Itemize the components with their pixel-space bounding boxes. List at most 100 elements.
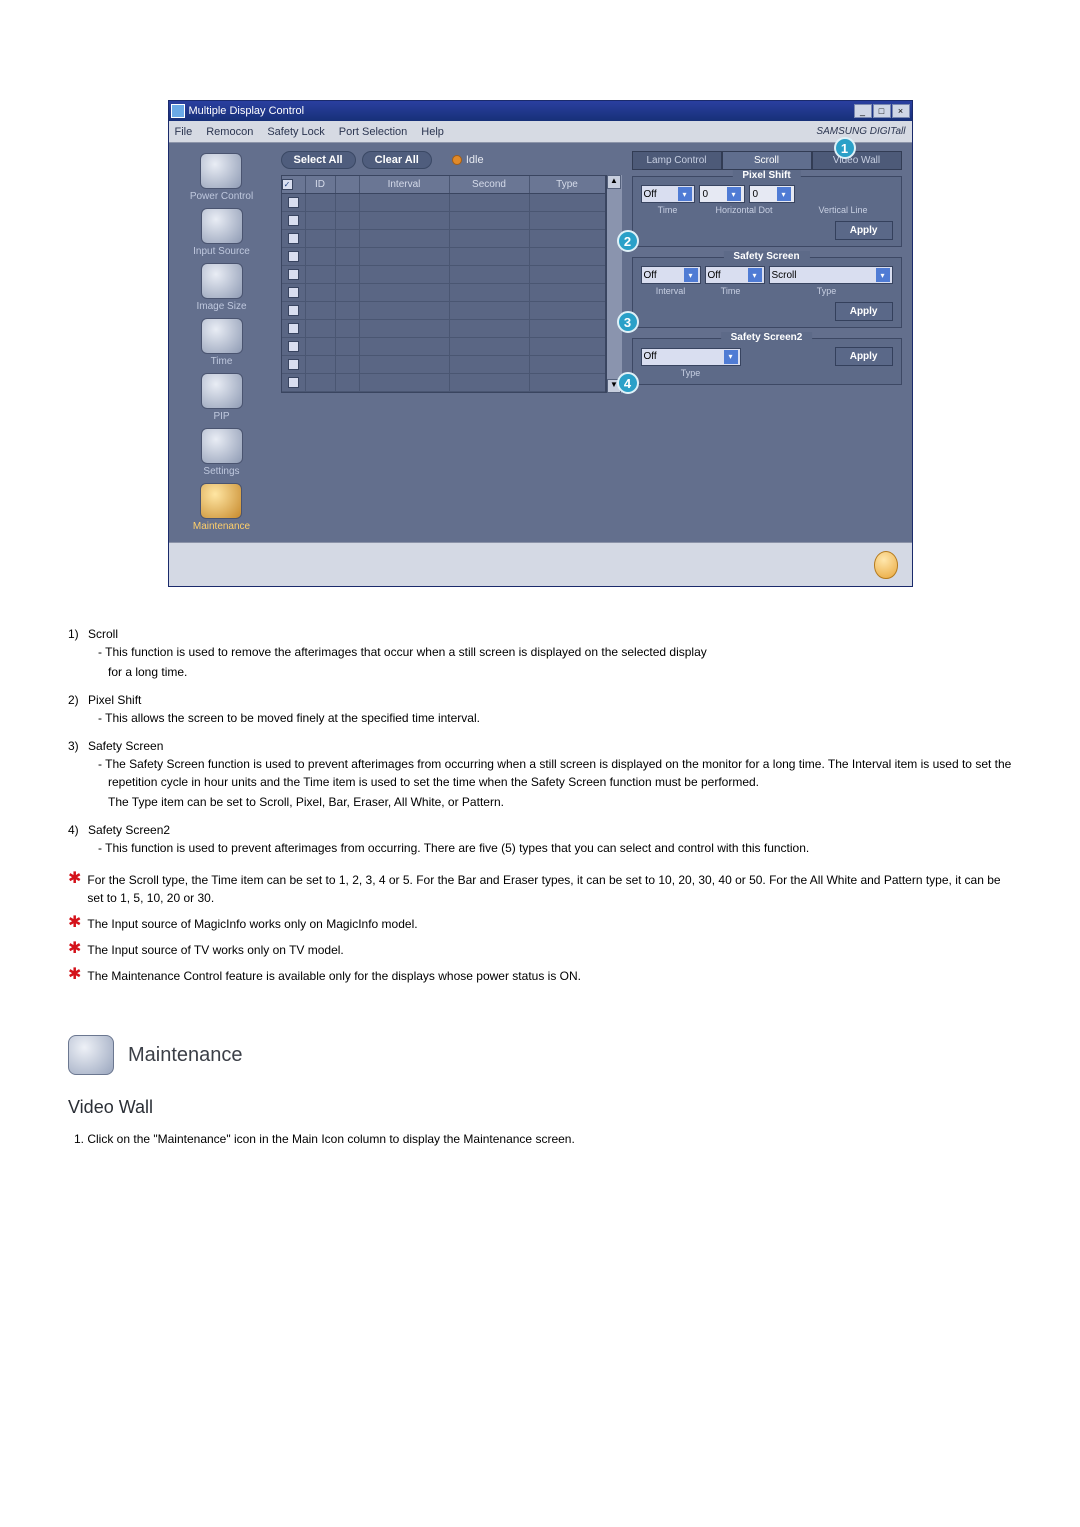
star-icon: ✱ (68, 967, 81, 985)
table-row[interactable] (282, 374, 605, 392)
row-checkbox[interactable] (288, 377, 299, 388)
minimize-button[interactable]: _ (854, 104, 872, 118)
status-bulb-icon (874, 551, 898, 579)
table-row[interactable] (282, 320, 605, 338)
label-time: Time (641, 205, 695, 215)
table-row[interactable] (282, 302, 605, 320)
panel-title: Safety Screen (723, 251, 809, 262)
col-second[interactable]: Second (450, 176, 530, 193)
label-interval: Interval (641, 286, 701, 296)
callout-2: 2 (617, 230, 639, 252)
pixel-shift-select[interactable]: Off▾ (641, 185, 695, 203)
row-checkbox[interactable] (288, 215, 299, 226)
menu-port-selection[interactable]: Port Selection (339, 126, 407, 138)
row-checkbox[interactable] (288, 233, 299, 244)
row-checkbox[interactable] (288, 287, 299, 298)
sidebar-item-pip[interactable]: PIP (201, 373, 243, 422)
sidebar-item-input-source[interactable]: Input Source (193, 208, 250, 257)
star-icon: ✱ (68, 915, 81, 933)
col-interval[interactable]: Interval (360, 176, 450, 193)
doc-item: 1)Scroll- This function is used to remov… (68, 627, 1012, 681)
pixel-shift-h-spinner[interactable]: 0▾ (699, 185, 745, 203)
sidebar-item-label: PIP (213, 411, 229, 422)
safety-interval-select[interactable]: Off▾ (641, 266, 701, 284)
row-checkbox[interactable] (288, 359, 299, 370)
star-note: ✱The Maintenance Control feature is avai… (68, 967, 1012, 985)
panel-title: Safety Screen2 (721, 332, 813, 343)
table-row[interactable] (282, 266, 605, 284)
safety-time-select[interactable]: Off▾ (705, 266, 765, 284)
panel-pixel-shift: Pixel Shift Off▾ 0▾ 0▾ Time (632, 176, 902, 247)
sidebar-item-image-size[interactable]: Image Size (196, 263, 246, 312)
sidebar-item-label: Settings (203, 466, 239, 477)
col-checkbox[interactable]: ✓ (282, 176, 306, 193)
pixel-shift-apply-button[interactable]: Apply (835, 221, 893, 240)
table-row[interactable] (282, 230, 605, 248)
doc-item: 4)Safety Screen2- This function is used … (68, 823, 1012, 857)
sidebar-item-maintenance[interactable]: Maintenance (193, 483, 250, 532)
menu-safety-lock[interactable]: Safety Lock (267, 126, 324, 138)
brand-label: SAMSUNG DIGITall (816, 126, 905, 137)
tab-video-wall[interactable]: Video Wall (812, 151, 902, 170)
panel-safety-screen2: Safety Screen2 Off▾ Apply Type 4 (632, 338, 902, 385)
col-id[interactable]: ID (306, 176, 336, 193)
sub-title: Video Wall (68, 1097, 1012, 1118)
vertical-scrollbar[interactable]: ▲ ▼ (606, 175, 622, 393)
row-checkbox[interactable] (288, 251, 299, 262)
label-time: Time (701, 286, 761, 296)
row-checkbox[interactable] (288, 341, 299, 352)
menu-help[interactable]: Help (421, 126, 444, 138)
safety2-apply-button[interactable]: Apply (835, 347, 893, 366)
star-note: ✱The Input source of TV works only on TV… (68, 941, 1012, 959)
close-button[interactable]: × (892, 104, 910, 118)
safety-type-select[interactable]: Scroll▾ (769, 266, 893, 284)
pixel-shift-v-spinner[interactable]: 0▾ (749, 185, 795, 203)
table-row[interactable] (282, 284, 605, 302)
center-area: Select All Clear All Idle ✓ ID Interval (275, 143, 628, 542)
tab-lamp-control[interactable]: Lamp Control (632, 151, 722, 170)
panel-safety-screen: Safety Screen Off▾ Off▾ Scroll▾ Int (632, 257, 902, 328)
document-text: 1)Scroll- This function is used to remov… (68, 627, 1012, 1146)
sidebar-item-settings[interactable]: Settings (201, 428, 243, 477)
window-title: Multiple Display Control (189, 105, 305, 117)
menu-file[interactable]: File (175, 126, 193, 138)
grid-body (282, 194, 605, 392)
right-panel: Lamp Control Scroll Video Wall 1 Pixel S… (628, 143, 912, 542)
table-row[interactable] (282, 194, 605, 212)
safety2-type-select[interactable]: Off▾ (641, 348, 741, 366)
table-row[interactable] (282, 338, 605, 356)
table-row[interactable] (282, 212, 605, 230)
select-all-button[interactable]: Select All (281, 151, 356, 169)
col-type[interactable]: Type (530, 176, 605, 193)
row-checkbox[interactable] (288, 323, 299, 334)
safety-apply-button[interactable]: Apply (835, 302, 893, 321)
table-row[interactable] (282, 248, 605, 266)
idle-label: Idle (466, 154, 484, 166)
sidebar-item-power-control[interactable]: Power Control (190, 153, 253, 202)
row-checkbox[interactable] (288, 269, 299, 280)
tab-scroll[interactable]: Scroll (722, 151, 812, 170)
section-heading: Maintenance (68, 1035, 1012, 1075)
menubar: File Remocon Safety Lock Port Selection … (169, 121, 912, 143)
power-icon (200, 153, 242, 189)
sidebar-item-time[interactable]: Time (201, 318, 243, 367)
star-icon: ✱ (68, 941, 81, 959)
callout-1: 1 (834, 137, 856, 159)
row-checkbox[interactable] (288, 305, 299, 316)
menu-remocon[interactable]: Remocon (206, 126, 253, 138)
pip-icon (201, 373, 243, 409)
callout-4: 4 (617, 372, 639, 394)
table-row[interactable] (282, 356, 605, 374)
maximize-button[interactable]: □ (873, 104, 891, 118)
idle-dot-icon (452, 155, 462, 165)
label-v-line: Vertical Line (794, 205, 893, 215)
row-checkbox[interactable] (288, 197, 299, 208)
sub-step: 1. Click on the "Maintenance" icon in th… (74, 1132, 1012, 1146)
clear-all-button[interactable]: Clear All (362, 151, 432, 169)
col-power[interactable] (336, 176, 360, 193)
scroll-up-button[interactable]: ▲ (607, 175, 621, 189)
app-window: Multiple Display Control _ □ × File Remo… (168, 100, 913, 587)
input-source-icon (201, 208, 243, 244)
time-icon (201, 318, 243, 354)
sidebar-item-label: Image Size (196, 301, 246, 312)
